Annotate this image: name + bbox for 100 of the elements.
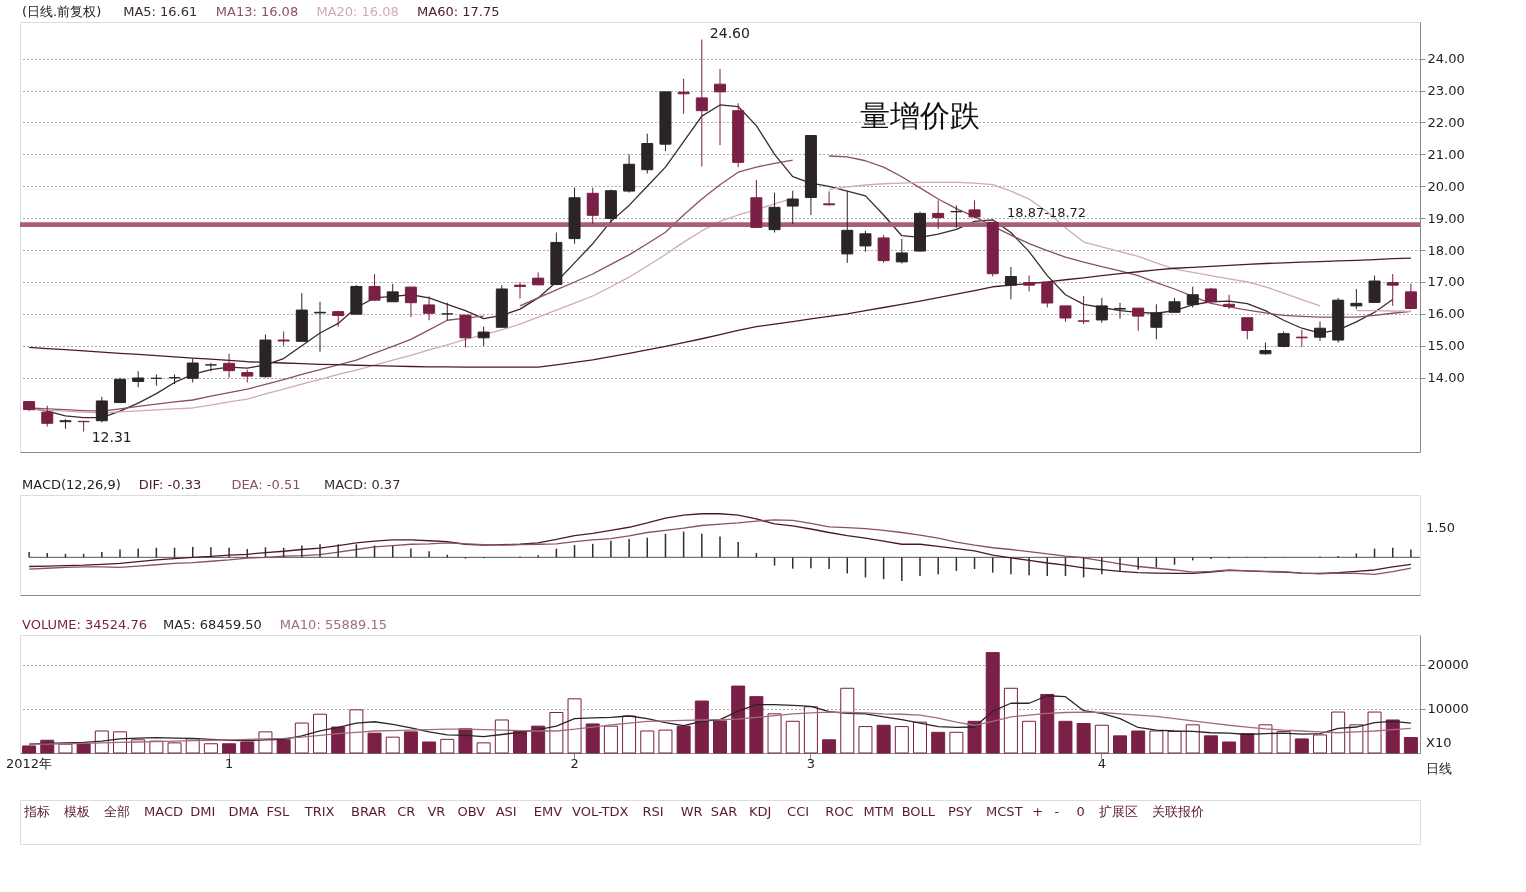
text: KDJ: [748, 804, 772, 819]
bar: [240, 741, 255, 754]
candlestick: [223, 353, 236, 379]
y-tick-label: 15.00: [1427, 338, 1465, 354]
text: DEA: -0.51: [231, 477, 301, 492]
text: MA5: 68459.50: [162, 617, 262, 632]
candlestick: [1223, 294, 1236, 310]
bar: [513, 730, 527, 754]
bar: [913, 721, 927, 754]
annotation: 12.31: [91, 428, 132, 445]
bar: [1149, 730, 1164, 754]
text: MACD: 0.37: [323, 477, 401, 492]
text: MTM: [863, 804, 894, 819]
bar: [1076, 723, 1091, 754]
text: MA10: 55889.15: [279, 617, 387, 632]
bar: [1276, 730, 1291, 754]
candlestick: [786, 190, 799, 225]
text: MCST: [986, 804, 1023, 819]
bar: [749, 696, 764, 754]
bar: [149, 740, 164, 754]
text: DMA: [228, 804, 259, 819]
bar: [1349, 724, 1364, 754]
text: 全部: [104, 804, 130, 819]
bar: [294, 722, 309, 754]
bar: [931, 731, 946, 754]
candlestick: [586, 187, 599, 225]
text: BOLL: [901, 804, 936, 819]
candlestick: [1023, 275, 1036, 293]
candlestick: [95, 396, 108, 423]
bar: [276, 739, 291, 754]
y-tick-label: 10000: [1427, 701, 1469, 717]
bar: [840, 687, 855, 754]
text: 指标: [23, 804, 50, 819]
bar: [1113, 735, 1127, 754]
bar: [658, 729, 673, 754]
text: TRIX: [303, 804, 335, 819]
candlestick: [768, 192, 781, 234]
bar: [985, 652, 1000, 754]
bar: [476, 742, 491, 754]
line-series: [28, 711, 1412, 745]
y-tick-label: 19.00: [1427, 210, 1465, 226]
candlestick: [932, 199, 945, 230]
bar: [585, 723, 600, 754]
text: ROC: [825, 804, 854, 819]
candlestick: [314, 301, 326, 353]
candlestick: [41, 405, 54, 427]
y-tick-label: 20.00: [1427, 178, 1465, 194]
bar: [1203, 735, 1218, 754]
bar: [422, 741, 437, 754]
text: MA60: 17.75: [417, 4, 500, 19]
candlestick: [1314, 321, 1326, 342]
candlestick: [168, 373, 181, 385]
y-tick-label: 14.00: [1427, 370, 1465, 386]
candlestick: [859, 230, 872, 253]
text: DMI: [190, 804, 216, 819]
candlestick: [877, 234, 890, 264]
bar: [967, 720, 982, 754]
text: SAR: [710, 804, 738, 819]
text: MA20: 16.08: [316, 4, 399, 19]
x-tick-label: 2: [570, 756, 579, 771]
bar: [1094, 724, 1109, 754]
bar: [803, 706, 818, 754]
bar: [385, 736, 400, 754]
text: EMV: [533, 804, 563, 819]
candlestick: [186, 358, 199, 383]
bar: [367, 732, 382, 754]
text: VOLUME: 34524.76: [22, 617, 147, 632]
text: RSI: [642, 804, 664, 819]
text: OBV: [457, 804, 486, 819]
bar: [1058, 720, 1073, 754]
y-tick-label: 22.00: [1427, 114, 1465, 130]
bar: [1040, 693, 1055, 754]
text: VR: [427, 804, 446, 819]
bar: [549, 711, 564, 754]
text: +: [1032, 804, 1044, 819]
bar: [1313, 734, 1327, 754]
y-tick-label: 17.00: [1427, 274, 1465, 290]
x-tick-label: 1: [224, 756, 234, 771]
bar: [1367, 711, 1382, 754]
text: DIF: -0.33: [138, 477, 202, 492]
bar: [331, 726, 346, 754]
x-tick-label: 2012年: [6, 756, 53, 771]
candlestick: [1186, 286, 1199, 308]
text: FSL: [266, 804, 291, 819]
text: 0: [1076, 804, 1085, 819]
bar: [1131, 730, 1146, 754]
candlestick: [423, 295, 436, 321]
bar: [1331, 711, 1346, 754]
bar: [622, 715, 637, 754]
bar: [403, 731, 418, 754]
chart-title: (日线.前复权): [22, 4, 102, 19]
bar: [894, 726, 909, 754]
bar: [767, 713, 782, 754]
bar: [22, 745, 37, 754]
y-tick-label: 24.00: [1427, 51, 1465, 67]
bar: [185, 738, 200, 754]
text: VOL-TDX: [572, 804, 629, 819]
candlestick: [459, 314, 472, 348]
bar: [58, 743, 73, 754]
text: 扩展区: [1098, 804, 1138, 819]
